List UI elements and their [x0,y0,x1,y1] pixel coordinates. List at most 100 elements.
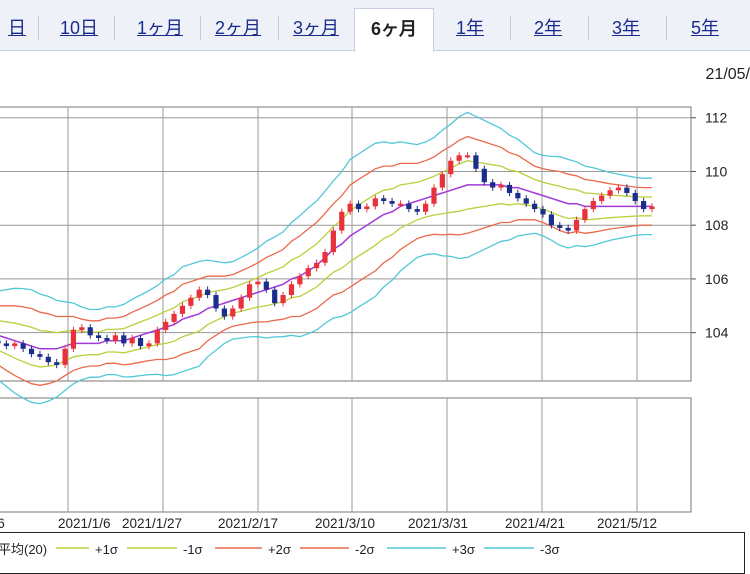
candle-body [196,289,202,298]
candle-body [397,203,404,206]
candle-body [548,214,554,226]
candle-body [498,184,504,188]
legend-label: -3σ [540,542,560,557]
legend-label: -1σ [183,542,203,557]
candle-body [255,281,261,285]
candle-body [45,356,51,363]
candle-body [481,168,487,183]
tab-separator [278,16,279,40]
candle-body [448,160,454,175]
tab-separator [200,16,201,40]
tab-9[interactable]: 3年 [611,18,640,38]
candle-body [599,195,605,202]
candle-body [112,335,118,341]
x-tick-label: /16 [0,516,5,531]
y-tick-label: 112 [705,110,728,126]
candle-body [137,338,144,347]
candle-body [87,327,93,336]
legend-label: +1σ [95,542,118,557]
candle-body [246,284,253,298]
date-stamp: 21/05/ [705,66,750,83]
y-tick-label: 104 [705,325,729,341]
candle-body [632,192,638,202]
candle-body [263,281,269,290]
candle-body [381,198,387,202]
candle-body [565,227,571,231]
candle-body [364,206,370,210]
tab-separator [588,16,589,40]
candle-body [305,268,311,277]
candle-body [37,354,43,357]
candle-body [515,192,521,199]
candle-body [54,362,60,365]
candle-body [205,289,211,296]
candle-body [297,276,303,285]
y-tick-label: 110 [705,163,728,179]
candle-body [615,187,622,191]
candle-body [389,201,395,204]
candle-body [322,252,328,263]
candle-body [154,329,160,344]
legend-label: +2σ [268,542,291,557]
candle-body [582,209,588,220]
candle-body [473,155,479,169]
tab-separator [38,16,39,40]
band-minus-3-sigma [0,232,652,405]
price-panel [0,106,692,382]
candle-body [0,340,1,344]
candle-body [79,327,85,330]
candle-body [121,335,127,344]
candle-body [179,305,186,314]
tab-1[interactable]: 日 [8,18,26,38]
tab-separator [114,16,115,40]
candle-body [523,198,529,204]
candle-body [624,187,630,193]
candle-body [96,335,102,339]
candle-body [641,201,647,210]
candle-body [506,184,513,193]
candle-body [406,203,412,210]
tab-5[interactable]: 3ヶ月 [292,18,339,38]
legend-label: 平均(20) [0,542,47,557]
candle-body [573,219,580,231]
tab-3[interactable]: 1ヶ月 [136,18,183,38]
x-tick-label: 2021/1/27 [122,516,182,531]
tab-6[interactable]: 6ヶ月 [354,8,434,52]
candle-body [540,209,546,215]
tab-10[interactable]: 5年 [690,18,719,38]
candle-body [238,297,244,309]
band-minus-2-sigma [0,219,652,386]
tab-7[interactable]: 1年 [455,18,484,38]
candle-body [3,343,9,347]
candle-body [339,211,345,231]
tab-4[interactable]: 2ヶ月 [214,18,261,38]
candle-body [62,348,68,365]
candle-body [314,262,320,269]
candle-body [12,343,18,347]
candle-body [532,203,538,210]
candle-body [456,155,462,161]
band-plus-2-sigma [0,135,652,322]
band-plus-3-sigma [0,111,652,311]
candle-body [20,343,26,349]
y-tick-label: 108 [705,217,729,233]
candle-body [70,329,77,349]
legend-box [0,532,745,574]
candle-body [490,182,496,188]
moving-average-line [0,184,652,350]
tab-separator [666,16,667,40]
candle-body [649,206,655,210]
candle-body [280,295,286,304]
tab-2[interactable]: 10日 [59,18,99,38]
candle-body [230,308,236,317]
candle-body [464,155,471,158]
candle-body [355,203,362,210]
y-tick-label: 106 [705,271,729,287]
legend-label: -2σ [355,542,375,557]
candle-body [439,174,445,188]
candle-body [28,348,35,355]
candle-body [330,230,336,253]
candle-body [129,338,135,344]
tab-8[interactable]: 2年 [533,18,562,38]
